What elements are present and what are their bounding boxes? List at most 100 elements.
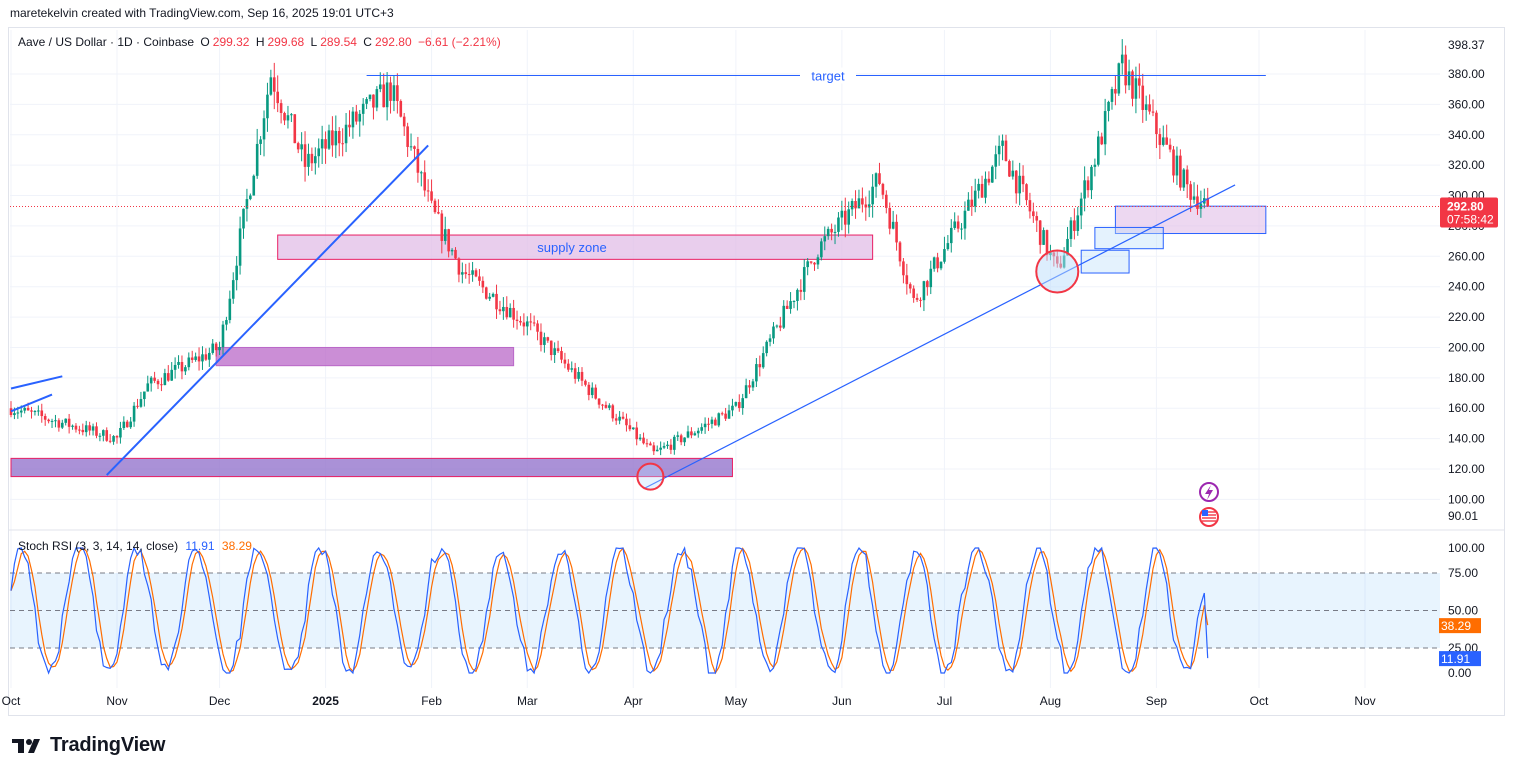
candle-body (1069, 220, 1073, 239)
candle-body (926, 281, 929, 288)
candle-body (1032, 211, 1035, 217)
candle-body (481, 280, 485, 288)
candle-body (577, 371, 580, 379)
candle-body (642, 437, 645, 444)
tradingview-logo[interactable]: TradingView (12, 734, 165, 757)
candle-body (413, 146, 416, 149)
candle-body (683, 437, 686, 443)
candle-body (833, 231, 837, 233)
rsi-tick: 0.00 (1448, 666, 1472, 680)
candle-body (166, 373, 170, 381)
candle-body (991, 166, 994, 183)
candle-body (163, 373, 167, 386)
candle-body (218, 347, 221, 351)
candle-body (628, 425, 632, 430)
candle-body (1155, 112, 1158, 135)
candle-body (290, 114, 293, 116)
candle-body (772, 326, 775, 339)
candle-body (915, 297, 919, 300)
candle-body (830, 228, 833, 233)
candle-body (813, 262, 816, 265)
candle-body (409, 146, 413, 148)
price-tick: 360.00 (1448, 97, 1485, 111)
candle-body (806, 261, 809, 268)
candle-body (430, 191, 433, 201)
candle-body (847, 209, 851, 225)
price-tick: 180.00 (1448, 371, 1485, 385)
candle-body (467, 274, 471, 276)
candle-body (1131, 71, 1134, 99)
candle-body (570, 368, 574, 370)
candle-body (618, 416, 621, 421)
close-value: 292.80 (374, 35, 412, 49)
grid (8, 30, 1505, 688)
candle-body (867, 204, 871, 208)
candle-body (276, 91, 279, 104)
candle-body (495, 293, 498, 310)
candle-body (242, 208, 245, 229)
candle-body (327, 130, 331, 149)
candle-body (1189, 184, 1192, 200)
candle-body (60, 422, 64, 428)
candle-body (1120, 54, 1124, 64)
price-tick: 100.00 (1448, 492, 1485, 506)
candle-body (597, 398, 601, 405)
candle-body (416, 148, 420, 173)
candle-body (1168, 144, 1172, 150)
candle-body (871, 186, 874, 205)
supply-zone (277, 234, 874, 260)
candle-body (1028, 200, 1032, 212)
candle-body (358, 113, 362, 122)
candle-body (765, 341, 768, 354)
candle-body (307, 153, 310, 167)
candle-body (775, 325, 779, 327)
candle-body (112, 436, 115, 442)
candle-body (471, 270, 474, 275)
candle-body (1001, 140, 1004, 146)
candle-body (857, 198, 861, 209)
candle-body (286, 115, 290, 121)
candle-body (840, 210, 844, 218)
candle-body (1110, 89, 1114, 102)
candle-body (1206, 198, 1210, 207)
candle-body (13, 413, 16, 416)
order-block (1094, 226, 1164, 250)
candle-body (184, 367, 187, 372)
candle-body (1185, 169, 1189, 185)
candle-body (1090, 166, 1093, 191)
candle-body (426, 190, 430, 192)
low-value: 289.54 (320, 35, 357, 49)
tradingview-logo-icon (12, 738, 40, 753)
candle-body (1008, 161, 1011, 177)
candle-body (525, 321, 529, 327)
candle-body (88, 425, 91, 431)
candle-body (693, 433, 697, 436)
symbol-name: Aave / US Dollar · 1D · Coinbase (18, 35, 195, 49)
candle-body (78, 429, 81, 431)
candle-body (1103, 111, 1107, 145)
candle-body (854, 200, 857, 209)
stoch-d-value: 38.29 (221, 539, 252, 553)
candle-body (584, 380, 587, 385)
price-tick: 90.01 (1448, 509, 1478, 523)
candle-body (64, 418, 68, 423)
candle-body (252, 175, 256, 196)
candle-body (573, 368, 577, 379)
target-label: target (811, 69, 845, 84)
candle-body (929, 268, 933, 288)
candle-body (614, 418, 618, 421)
candle-body (686, 431, 690, 438)
candle-body (30, 410, 33, 412)
candle-body (132, 405, 136, 422)
candle-body (1097, 136, 1100, 165)
candle-body (19, 410, 23, 413)
candle-body (1144, 104, 1148, 110)
candle-body (1045, 230, 1049, 256)
candle-body (221, 324, 225, 348)
candle-body (1107, 101, 1110, 112)
time-tick: Jun (832, 694, 851, 708)
candle-body (669, 444, 673, 450)
candle-body (98, 435, 102, 437)
candle-body (225, 320, 228, 325)
